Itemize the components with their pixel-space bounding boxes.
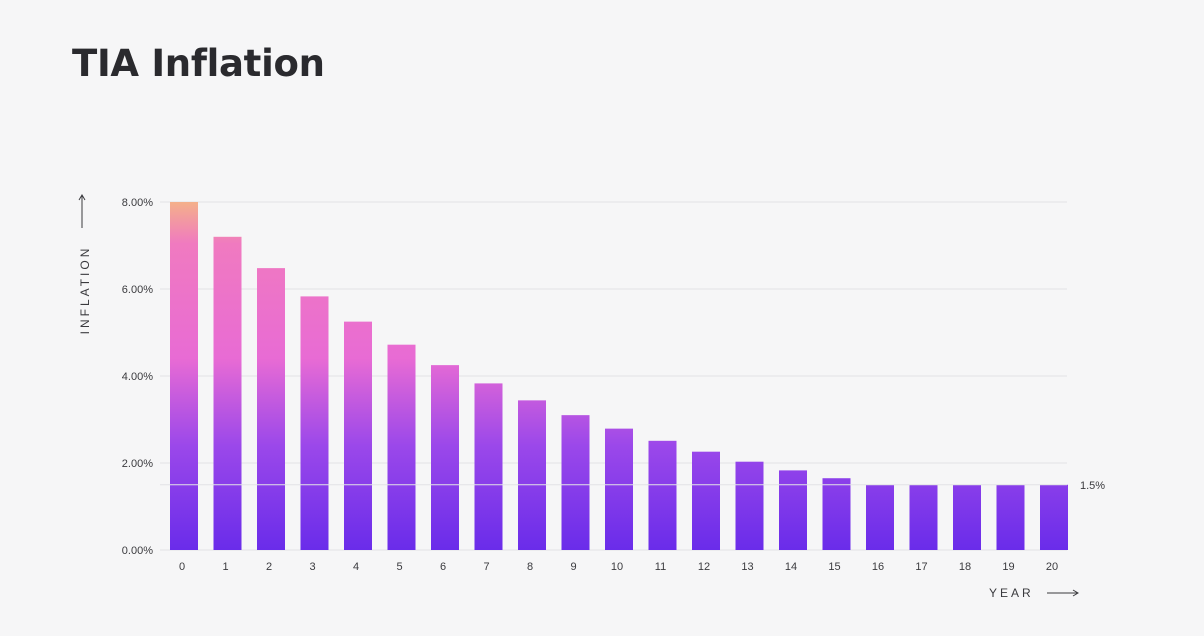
x-axis-arrow-icon xyxy=(1047,589,1079,597)
bar-year-4 xyxy=(344,321,372,550)
bar-year-5 xyxy=(387,344,416,550)
bar-year-1 xyxy=(213,236,242,551)
x-tick-label: 20 xyxy=(1046,561,1058,573)
x-tick-label: 16 xyxy=(872,561,884,573)
bar-year-6 xyxy=(431,365,459,550)
bar-year-20 xyxy=(1040,484,1068,550)
bar-year-8 xyxy=(518,400,546,550)
bar-year-0 xyxy=(170,202,198,550)
bar-year-3 xyxy=(300,296,329,550)
bar-year-9 xyxy=(561,415,590,550)
x-tick-label: 1 xyxy=(222,561,228,573)
bar-year-15 xyxy=(822,478,851,550)
y-axis-ticks: 0.00% 2.00% 4.00% 6.00% 8.00% xyxy=(122,197,153,557)
bar-year-7 xyxy=(474,383,503,550)
annotation-label: 1.5% xyxy=(1080,480,1105,492)
x-axis-label: YEAR xyxy=(989,586,1034,600)
x-tick-label: 12 xyxy=(698,561,710,573)
x-tick-label: 5 xyxy=(396,561,402,573)
x-tick-label: 13 xyxy=(741,561,753,573)
bar-year-14 xyxy=(779,470,807,550)
x-tick-label: 11 xyxy=(655,561,666,573)
bars xyxy=(170,202,1068,551)
x-tick-label: 19 xyxy=(1002,561,1014,573)
x-tick-label: 2 xyxy=(266,561,272,573)
y-tick-label: 6.00% xyxy=(122,284,153,296)
x-tick-label: 4 xyxy=(353,561,359,573)
y-tick-label: 4.00% xyxy=(122,371,153,383)
y-axis-label: INFLATION xyxy=(78,246,92,335)
x-axis-ticks: 0 1 2 3 4 5 6 7 8 9 10 11 12 13 14 15 16 17 18 19 20 xyxy=(179,561,1058,573)
bar-year-2 xyxy=(257,268,285,550)
x-tick-label: 3 xyxy=(309,561,315,573)
x-tick-label: 10 xyxy=(611,561,623,573)
x-tick-label: 18 xyxy=(959,561,971,573)
bar-year-10 xyxy=(605,428,633,550)
bar-year-13 xyxy=(735,461,764,550)
x-tick-label: 6 xyxy=(440,561,446,573)
bar-year-11 xyxy=(648,440,677,550)
x-tick-label: 15 xyxy=(828,561,840,573)
x-tick-label: 14 xyxy=(785,561,797,573)
x-tick-label: 9 xyxy=(570,561,576,573)
y-tick-label: 2.00% xyxy=(122,458,153,470)
y-tick-label: 0.00% xyxy=(122,545,153,557)
x-tick-label: 8 xyxy=(527,561,533,573)
bar-year-16 xyxy=(866,484,894,550)
x-tick-label: 17 xyxy=(915,561,927,573)
y-axis-arrow-icon xyxy=(78,194,86,228)
chart-title: TIA Inflation xyxy=(72,42,325,85)
bar-year-19 xyxy=(996,484,1025,550)
bar-year-17 xyxy=(909,484,938,550)
x-tick-label: 0 xyxy=(179,561,185,573)
bar-year-18 xyxy=(953,484,981,550)
bar-year-12 xyxy=(692,451,720,550)
y-tick-label: 8.00% xyxy=(122,197,153,209)
x-tick-label: 7 xyxy=(483,561,489,573)
